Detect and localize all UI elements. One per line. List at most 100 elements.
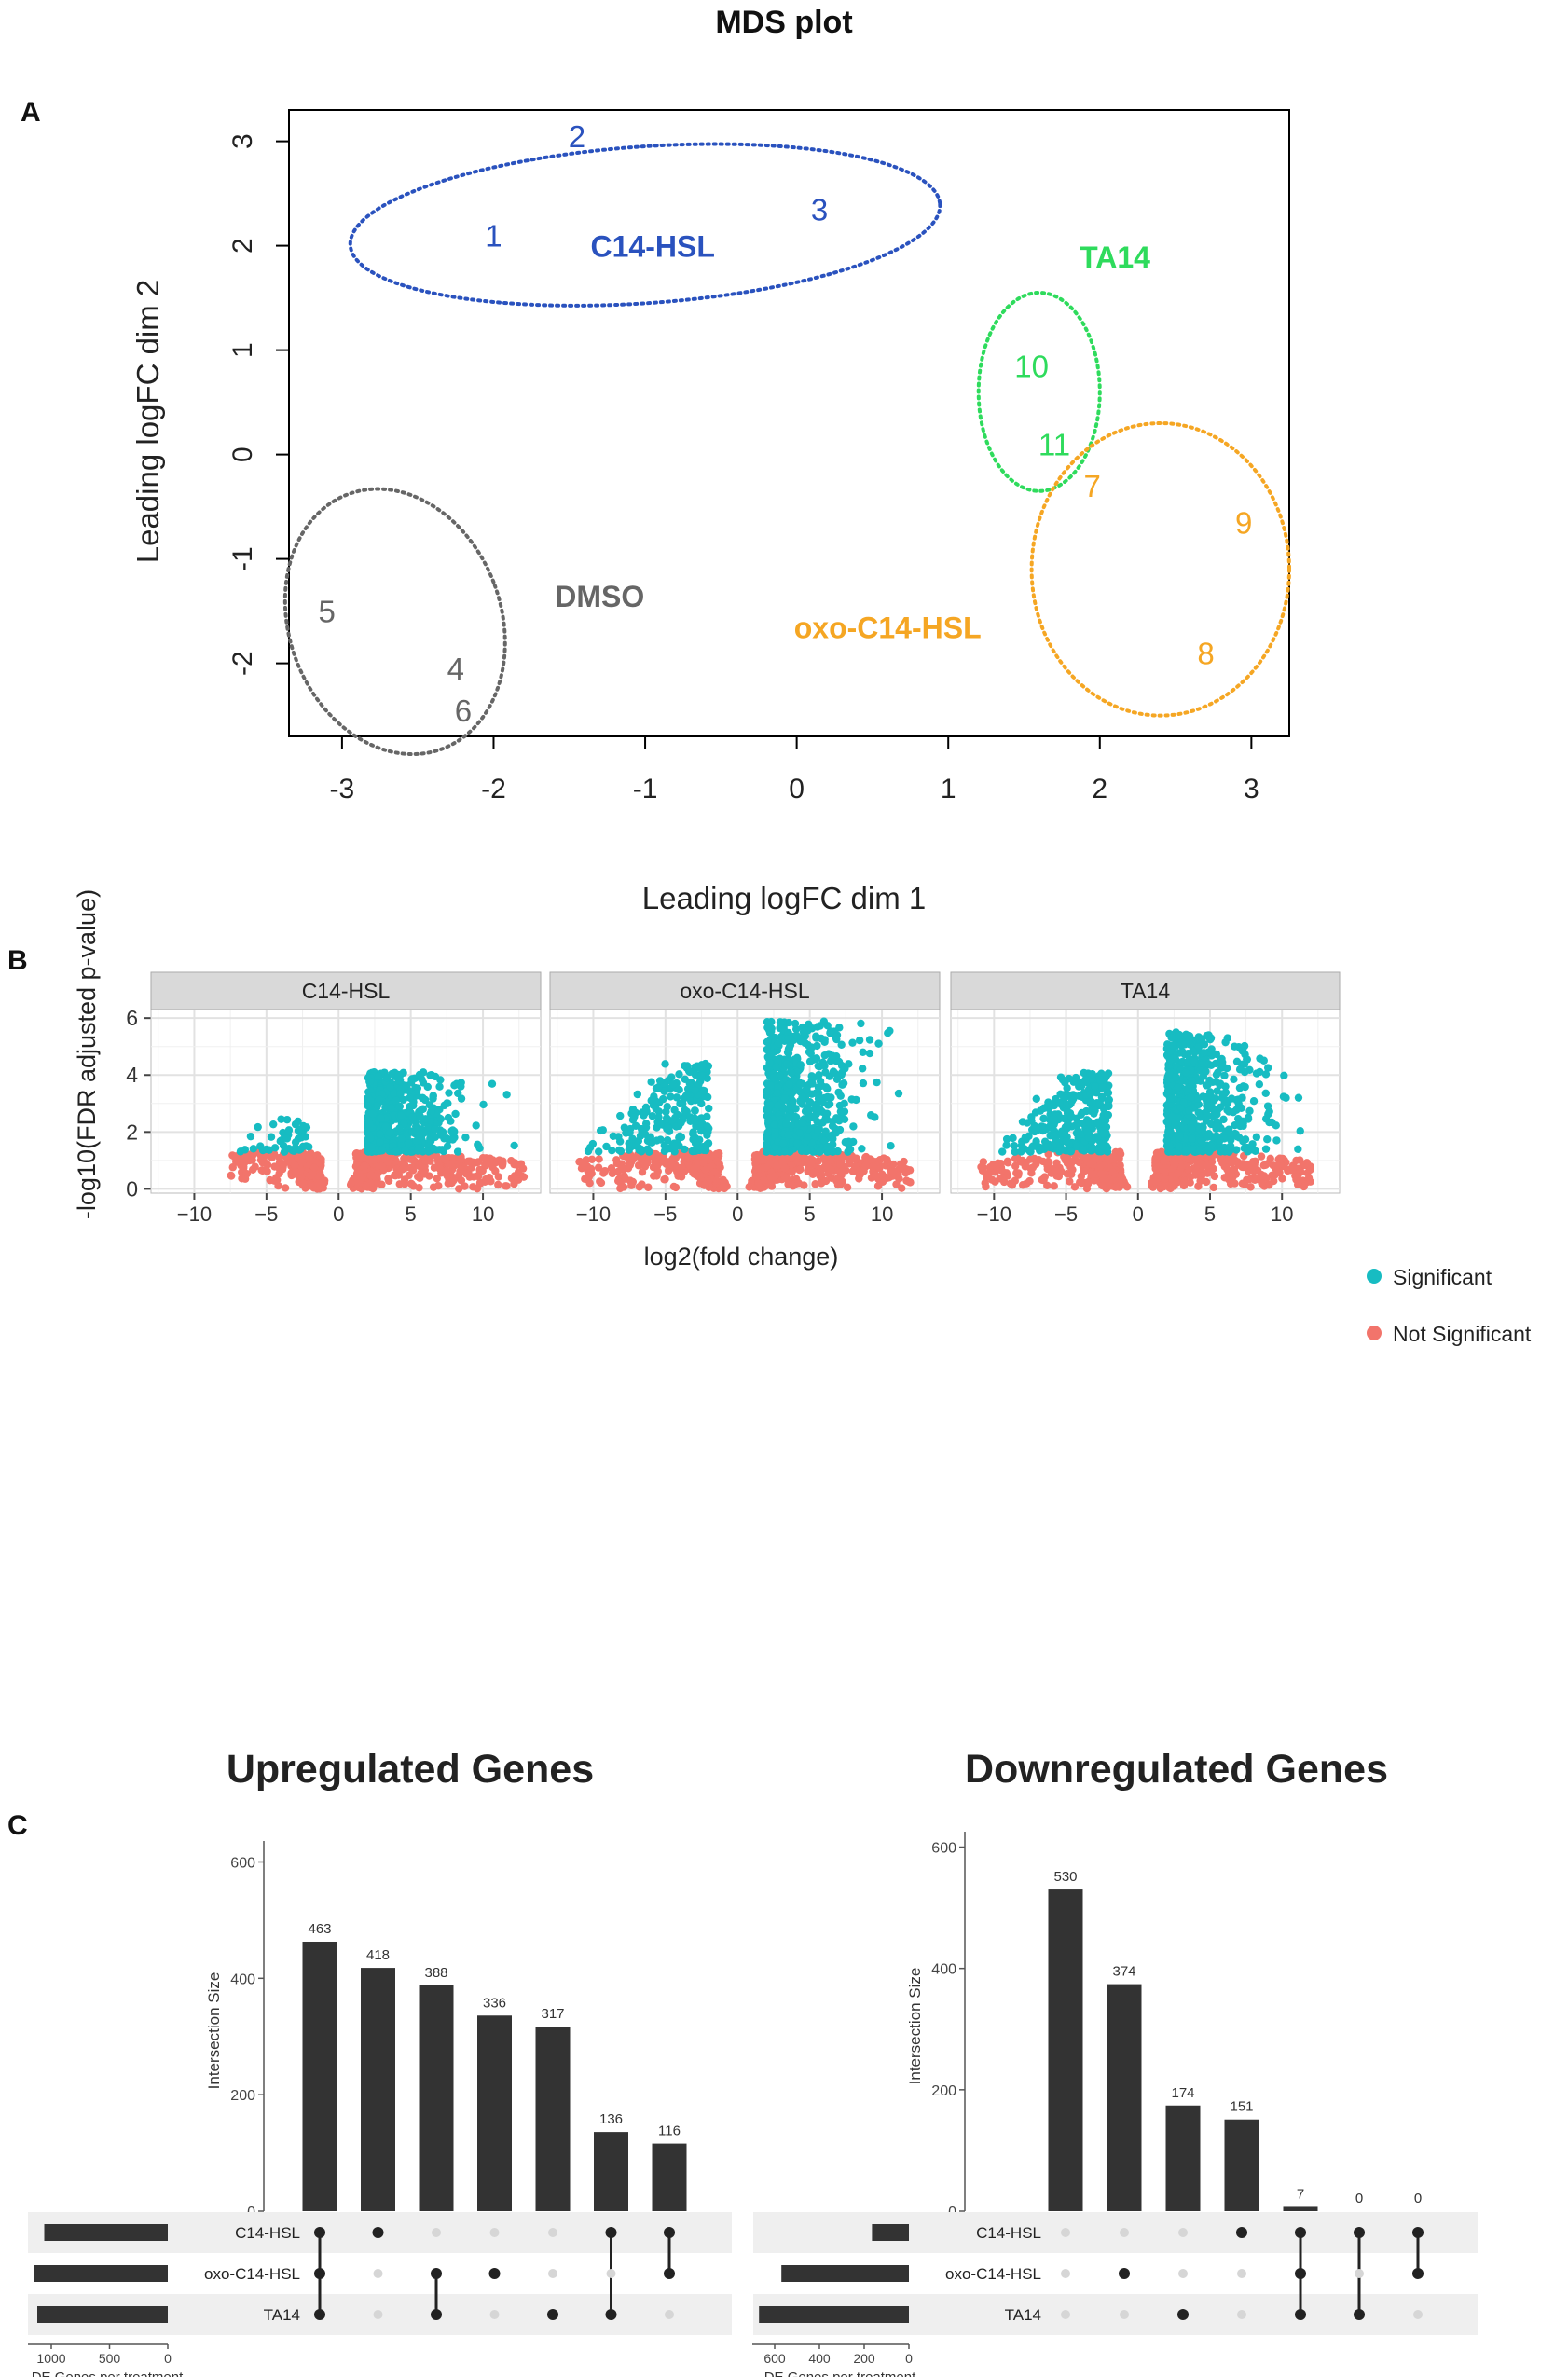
volcano-point bbox=[770, 1172, 779, 1181]
volcano-point bbox=[406, 1093, 414, 1102]
volcano-point bbox=[799, 1027, 808, 1037]
volcano-point bbox=[1173, 1083, 1182, 1092]
volcano-point bbox=[386, 1082, 394, 1092]
volcano-point bbox=[502, 1091, 511, 1099]
upset-matrix-dot bbox=[1295, 2309, 1306, 2320]
volcano-point bbox=[852, 1154, 860, 1162]
volcano-point bbox=[835, 1024, 844, 1032]
upset-bar-label: 418 bbox=[366, 1947, 390, 1963]
volcano-point bbox=[701, 1059, 709, 1068]
volcano-point bbox=[692, 1171, 700, 1179]
volcano-point bbox=[1238, 1093, 1246, 1102]
volcano-point bbox=[656, 1135, 665, 1144]
volcano-point bbox=[472, 1121, 480, 1130]
volcano-point bbox=[1099, 1142, 1107, 1150]
volcano-point bbox=[400, 1179, 409, 1188]
volcano-point bbox=[1280, 1071, 1288, 1080]
upset-panel: C Upregulated Genes Downregulated Genes … bbox=[7, 1747, 1478, 2377]
volcano-point bbox=[420, 1095, 430, 1105]
volcano-point bbox=[427, 1070, 435, 1079]
upset-bar-label: 463 bbox=[308, 1921, 331, 1937]
volcano-point bbox=[1057, 1167, 1066, 1175]
upset-set-size-bar bbox=[34, 2265, 168, 2282]
volcano-point bbox=[1200, 1040, 1209, 1049]
volcano-point bbox=[518, 1164, 528, 1173]
volcano-point bbox=[427, 1136, 435, 1146]
volcano-point bbox=[451, 1109, 460, 1119]
volcano-point bbox=[622, 1129, 630, 1137]
volcano-point bbox=[690, 1114, 699, 1122]
volcano-point bbox=[1096, 1076, 1105, 1084]
volcano-point bbox=[1205, 1088, 1215, 1096]
volcano-point bbox=[689, 1128, 697, 1136]
volcano-point bbox=[796, 1165, 805, 1174]
volcano-point bbox=[453, 1147, 462, 1156]
volcano-point bbox=[701, 1180, 709, 1189]
volcano-point bbox=[1257, 1152, 1266, 1161]
volcano-point bbox=[653, 1167, 662, 1175]
volcano-point bbox=[437, 1130, 447, 1138]
volcano-point bbox=[406, 1102, 414, 1111]
volcano-point bbox=[720, 1183, 728, 1191]
volcano-point bbox=[814, 1062, 822, 1070]
volcano-point bbox=[834, 1057, 844, 1066]
volcano-point bbox=[697, 1071, 706, 1079]
volcano-point bbox=[859, 1048, 867, 1057]
volcano-point bbox=[1003, 1159, 1012, 1167]
volcano-point bbox=[858, 1145, 866, 1153]
volcano-point bbox=[772, 1063, 781, 1071]
volcano-point bbox=[818, 1171, 826, 1179]
mds-group-label: DMSO bbox=[555, 580, 644, 613]
mds-x-tick-label: -1 bbox=[633, 774, 658, 804]
volcano-point bbox=[400, 1154, 408, 1162]
volcano-x-tick-label: 0 bbox=[333, 1202, 344, 1226]
volcano-point bbox=[821, 1127, 830, 1135]
volcano-point bbox=[452, 1079, 461, 1088]
volcano-facet-strip bbox=[150, 971, 542, 1010]
volcano-point bbox=[1026, 1146, 1035, 1154]
upset-y-axis-label: Intersection Size bbox=[205, 1972, 223, 2090]
mds-point: 1 bbox=[485, 218, 502, 253]
volcano-point bbox=[241, 1146, 250, 1154]
mds-y-tick-label: 2 bbox=[227, 238, 258, 254]
volcano-point bbox=[1111, 1183, 1120, 1191]
volcano-point bbox=[1116, 1147, 1124, 1156]
volcano-point bbox=[1199, 1161, 1207, 1170]
volcano-point bbox=[873, 1078, 881, 1087]
volcano-point bbox=[848, 1038, 857, 1047]
volcano-point bbox=[259, 1146, 268, 1154]
volcano-point bbox=[377, 1114, 385, 1122]
volcano-point bbox=[413, 1084, 422, 1092]
volcano-point bbox=[1184, 1084, 1193, 1093]
upset-bar-label: 136 bbox=[599, 2111, 623, 2127]
mds-plot-frame bbox=[288, 109, 1290, 737]
panel-label-b: B bbox=[7, 945, 28, 976]
upset-matrix-dot bbox=[1236, 2227, 1247, 2238]
upset-bar bbox=[361, 1968, 395, 2211]
volcano-point bbox=[1222, 1127, 1231, 1135]
volcano-point bbox=[1009, 1134, 1017, 1143]
volcano-point bbox=[765, 1059, 774, 1067]
volcano-point bbox=[362, 1181, 370, 1190]
volcano-points bbox=[227, 1068, 529, 1193]
volcano-point bbox=[1211, 1059, 1220, 1068]
volcano-point bbox=[282, 1134, 292, 1143]
volcano-point bbox=[784, 1131, 792, 1139]
volcano-point bbox=[1226, 1146, 1234, 1154]
legend-significant-label: Significant bbox=[1393, 1265, 1492, 1289]
volcano-point bbox=[1197, 1136, 1205, 1146]
volcano-point bbox=[612, 1156, 621, 1164]
volcano-point bbox=[998, 1147, 1007, 1156]
volcano-point bbox=[1241, 1082, 1249, 1092]
volcano-point bbox=[886, 1026, 894, 1036]
volcano-point bbox=[628, 1105, 638, 1114]
volcano-point bbox=[1179, 1098, 1189, 1106]
volcano-point bbox=[1066, 1147, 1075, 1156]
volcano-point bbox=[595, 1155, 603, 1163]
volcano-point bbox=[778, 1158, 787, 1166]
volcano-point bbox=[865, 1049, 874, 1058]
volcano-point bbox=[1209, 1183, 1218, 1192]
volcano-point bbox=[675, 1070, 683, 1079]
volcano-point bbox=[600, 1166, 610, 1175]
